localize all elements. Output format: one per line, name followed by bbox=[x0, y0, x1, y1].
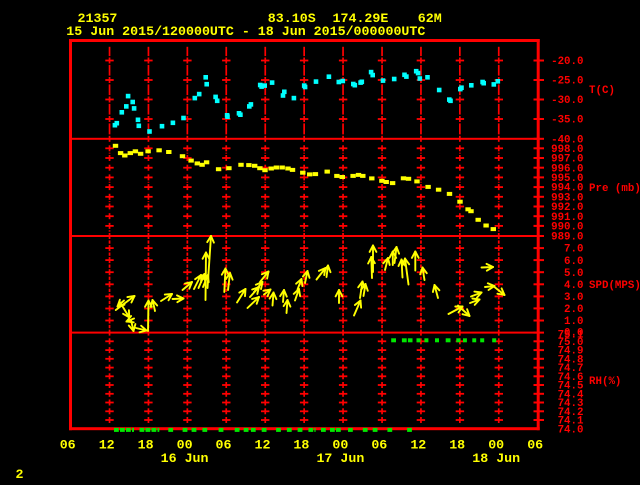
svg-text:18: 18 bbox=[138, 438, 154, 453]
svg-text:-30.0: -30.0 bbox=[551, 95, 583, 107]
svg-text:12: 12 bbox=[410, 438, 426, 453]
svg-text:RH(%): RH(%) bbox=[589, 376, 621, 388]
svg-text:12: 12 bbox=[255, 438, 271, 453]
svg-text:1.0: 1.0 bbox=[564, 316, 583, 328]
svg-text:-35.0: -35.0 bbox=[551, 115, 583, 127]
svg-text:12: 12 bbox=[99, 438, 115, 453]
svg-text:06: 06 bbox=[371, 438, 387, 453]
svg-text:5.0: 5.0 bbox=[564, 268, 583, 280]
svg-text:16 Jun: 16 Jun bbox=[161, 451, 209, 466]
svg-text:-25.0: -25.0 bbox=[551, 76, 583, 88]
svg-text:2.0: 2.0 bbox=[564, 304, 583, 316]
svg-text:18: 18 bbox=[449, 438, 465, 453]
svg-text:18: 18 bbox=[293, 438, 309, 453]
svg-text:T(C): T(C) bbox=[589, 85, 615, 97]
svg-text:6.0: 6.0 bbox=[564, 256, 583, 268]
svg-text:18 Jun: 18 Jun bbox=[472, 451, 520, 466]
svg-text:06: 06 bbox=[527, 438, 543, 453]
svg-text:7.0: 7.0 bbox=[564, 244, 583, 256]
svg-text:06: 06 bbox=[60, 438, 76, 453]
svg-text:74.0: 74.0 bbox=[558, 424, 584, 436]
svg-text:2: 2 bbox=[16, 467, 24, 480]
svg-text:17 Jun: 17 Jun bbox=[316, 451, 364, 466]
svg-text:-20.0: -20.0 bbox=[551, 56, 583, 68]
svg-text:SPD(MPS): SPD(MPS) bbox=[589, 280, 640, 292]
svg-text:989.0: 989.0 bbox=[551, 232, 583, 244]
svg-text:06: 06 bbox=[216, 438, 232, 453]
svg-text:3.0: 3.0 bbox=[564, 292, 583, 304]
svg-text:4.0: 4.0 bbox=[564, 280, 583, 292]
svg-text:15 Jun 2015/120000UTC - 18 Jun: 15 Jun 2015/120000UTC - 18 Jun 2015/0000… bbox=[66, 24, 425, 39]
svg-text:Pre (mb): Pre (mb) bbox=[589, 183, 640, 195]
